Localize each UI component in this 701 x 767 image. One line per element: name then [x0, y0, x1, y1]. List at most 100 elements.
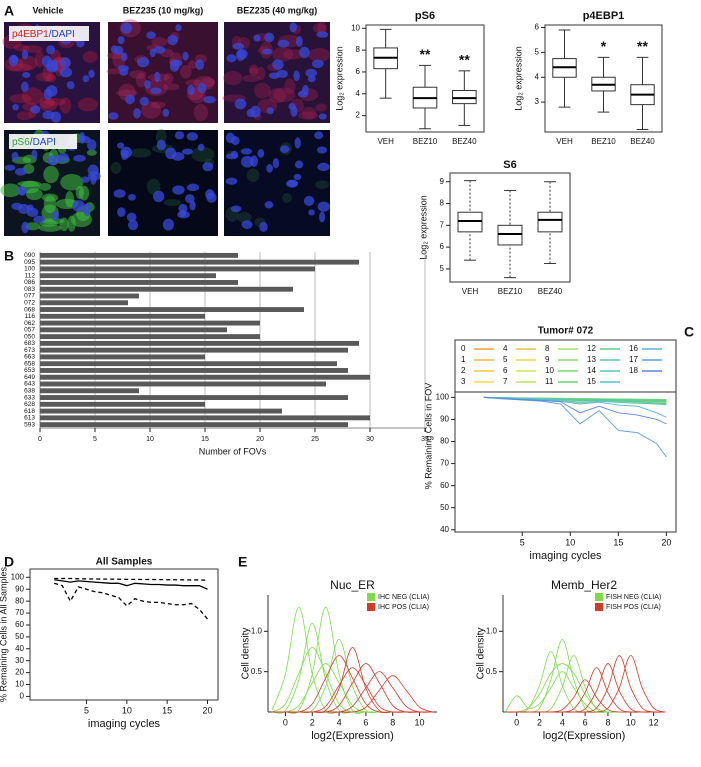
y-tick-label: 0	[20, 692, 25, 701]
nucleus	[46, 45, 56, 55]
stain-signal	[315, 180, 330, 189]
bar	[40, 313, 205, 319]
line-series	[54, 582, 209, 620]
stain-signal	[163, 73, 174, 84]
column-title: BEZ235 (10 mg/kg)	[123, 5, 204, 15]
nucleus	[4, 164, 16, 171]
bar	[40, 280, 238, 285]
chart-title: Nuc_ER	[330, 578, 375, 592]
stain-signal	[282, 49, 304, 60]
significance: **	[637, 38, 648, 54]
x-axis-label: imaging cycles	[529, 550, 602, 562]
stain-signal	[35, 72, 55, 82]
x-tick-label: 10	[146, 436, 154, 443]
micrograph-panel	[0, 19, 331, 236]
stain-signal	[249, 64, 259, 77]
x-tick-label: 8	[605, 717, 610, 727]
y-tick-label: 10	[351, 23, 360, 32]
panel-label: D	[4, 554, 14, 570]
nucleus	[319, 211, 326, 223]
y-axis-label: Log₂ expression	[513, 46, 523, 111]
nucleus	[162, 108, 170, 117]
bar	[40, 340, 359, 346]
nucleus	[21, 81, 29, 93]
y-tick-label: 80	[15, 596, 24, 605]
bar	[40, 334, 260, 340]
x-tick-label: 5	[93, 436, 97, 443]
nucleus	[51, 211, 60, 221]
x-tick-label: BEZ40	[630, 137, 655, 146]
stain-signal	[106, 68, 122, 75]
panel-label: B	[4, 248, 14, 264]
y-tick-label: 5	[440, 264, 445, 273]
x-tick-label: 10	[415, 717, 425, 727]
legend-swatch	[367, 603, 375, 611]
y-tick-label: 7	[440, 220, 445, 229]
nucleus	[197, 143, 205, 152]
stain-signal	[187, 60, 198, 69]
stain-signal	[193, 103, 208, 122]
x-tick-label: VEH	[556, 137, 573, 146]
nucleus	[314, 131, 324, 140]
bar	[40, 422, 348, 428]
nucleus	[206, 192, 217, 203]
nucleus	[156, 139, 167, 151]
panel-label: A	[4, 3, 14, 19]
legend-label: 18	[629, 366, 638, 375]
bar	[40, 273, 216, 279]
stain-signal	[312, 23, 326, 34]
y-tick-label: 4	[535, 72, 540, 81]
nucleus	[240, 148, 253, 155]
stain-signal	[17, 180, 42, 187]
y-tick-label: 100	[11, 572, 25, 581]
bar	[40, 293, 139, 299]
nucleus	[295, 36, 303, 48]
x-tick-label: 0	[514, 717, 519, 727]
y-tick-label: 3	[535, 97, 540, 106]
nucleus	[182, 51, 189, 61]
stain-label: p4EBP1/DAPI	[12, 29, 75, 40]
x-tick-label: 12	[649, 717, 659, 727]
stain-signal	[248, 67, 258, 75]
nucleus	[170, 59, 183, 67]
stain-signal	[22, 45, 43, 53]
stain-signal	[151, 37, 168, 47]
stain-signal	[0, 183, 21, 198]
y-tick-label: 643	[24, 381, 35, 388]
y-tick-label: 1.0	[486, 626, 498, 635]
legend-label: 4	[503, 344, 508, 353]
stain-signal	[44, 98, 66, 106]
nucleus	[81, 176, 90, 183]
y-tick-label: 50	[440, 503, 449, 512]
nucleus	[241, 155, 254, 168]
nucleus	[21, 49, 29, 60]
stain-signal	[297, 111, 318, 120]
nucleus	[87, 139, 97, 151]
nucleus	[76, 38, 85, 48]
nucleus	[317, 201, 331, 212]
density-curve	[505, 651, 665, 713]
nucleus	[234, 98, 247, 110]
nucleus	[8, 54, 19, 67]
stain-signal	[242, 74, 261, 83]
nucleus	[167, 34, 178, 46]
stain-name: /DAPI	[30, 137, 56, 148]
bar	[40, 368, 348, 373]
stain-signal	[86, 149, 97, 156]
x-tick-label: 5	[520, 537, 525, 547]
y-tick-label: 083	[24, 286, 35, 293]
nucleus	[317, 146, 327, 154]
nucleus	[195, 59, 205, 71]
y-tick-label: 649	[24, 374, 35, 381]
y-tick-label: 70	[440, 459, 449, 468]
stain-signal	[77, 97, 98, 112]
legend-label: 7	[503, 377, 508, 386]
density-curve	[505, 679, 665, 713]
nucleus	[113, 45, 124, 55]
nucleus	[133, 108, 141, 119]
legend-label: 0	[461, 344, 466, 353]
stain-signal	[39, 183, 52, 191]
y-tick-label: 633	[24, 394, 35, 401]
density-curve	[272, 606, 433, 715]
y-tick-label: 090	[24, 252, 35, 259]
